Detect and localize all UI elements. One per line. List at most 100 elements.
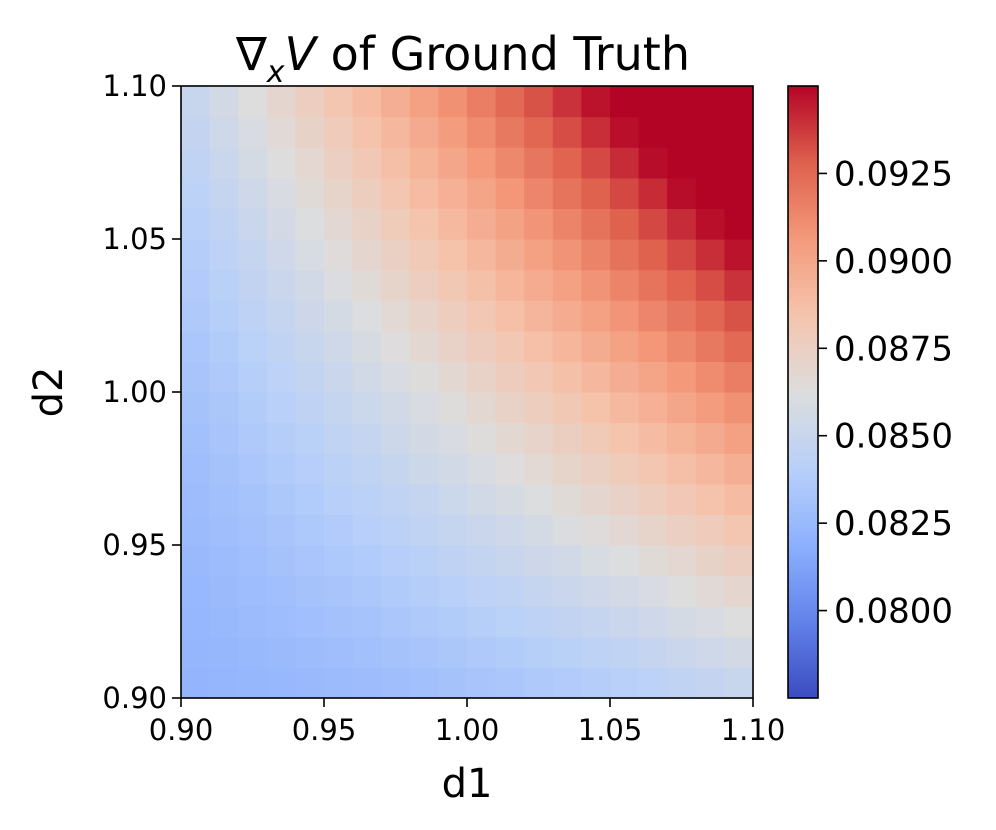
heatmap-cell bbox=[381, 239, 411, 271]
heatmap-cell bbox=[381, 177, 411, 209]
heatmap-cell bbox=[181, 392, 211, 424]
heatmap-cell bbox=[695, 453, 725, 485]
heatmap-cell bbox=[352, 514, 382, 546]
heatmap-cell bbox=[638, 177, 668, 209]
heatmap-cell bbox=[638, 514, 668, 546]
x-tick-label: 1.00 bbox=[435, 713, 500, 747]
heatmap-cell bbox=[724, 514, 754, 546]
heatmap-cell bbox=[209, 514, 239, 546]
heatmap-cell bbox=[352, 636, 382, 668]
heatmap-cell bbox=[552, 636, 582, 668]
heatmap-cell bbox=[667, 422, 697, 454]
heatmap-cell bbox=[324, 636, 354, 668]
heatmap-cell bbox=[438, 239, 468, 271]
heatmap-cell bbox=[638, 361, 668, 393]
heatmap-cell bbox=[324, 239, 354, 271]
heatmap-cell bbox=[524, 330, 554, 362]
heatmap-cell bbox=[209, 208, 239, 240]
heatmap-cell bbox=[266, 545, 296, 577]
heatmap-cell bbox=[638, 422, 668, 454]
y-tick-label: 0.95 bbox=[102, 528, 167, 562]
heatmap-cell bbox=[495, 147, 525, 179]
heatmap-cell bbox=[438, 606, 468, 638]
heatmap-cell bbox=[238, 177, 268, 209]
heatmap-cell bbox=[524, 147, 554, 179]
heatmap-cell bbox=[638, 392, 668, 424]
heatmap-cell bbox=[209, 177, 239, 209]
heatmap-cell bbox=[409, 483, 439, 515]
heatmap-cell bbox=[667, 116, 697, 148]
heatmap-cell bbox=[295, 300, 325, 332]
heatmap-cell bbox=[467, 177, 497, 209]
heatmap-cell bbox=[524, 361, 554, 393]
heatmap-cell bbox=[667, 514, 697, 546]
heatmap-cell bbox=[552, 147, 582, 179]
heatmap-cell bbox=[667, 239, 697, 271]
heatmap-cell bbox=[467, 147, 497, 179]
heatmap-cell bbox=[610, 330, 640, 362]
heatmap-cell bbox=[638, 330, 668, 362]
heatmap-cell bbox=[467, 361, 497, 393]
heatmap-cell bbox=[266, 575, 296, 607]
heatmap-cell bbox=[495, 361, 525, 393]
heatmap-cell bbox=[238, 330, 268, 362]
heatmap-cell bbox=[610, 392, 640, 424]
heatmap-cell bbox=[724, 177, 754, 209]
heatmap-cell bbox=[695, 361, 725, 393]
heatmap-cell bbox=[209, 300, 239, 332]
heatmap-cell bbox=[610, 300, 640, 332]
heatmap-cell bbox=[610, 514, 640, 546]
heatmap-cell bbox=[238, 606, 268, 638]
heatmap-cell bbox=[209, 483, 239, 515]
heatmap-cell bbox=[610, 361, 640, 393]
heatmap-cell bbox=[724, 392, 754, 424]
heatmap-cell bbox=[381, 330, 411, 362]
heatmap-cell bbox=[695, 147, 725, 179]
heatmap-cell bbox=[409, 177, 439, 209]
heatmap-cell bbox=[295, 330, 325, 362]
heatmap-cell bbox=[581, 116, 611, 148]
heatmap-cell bbox=[667, 147, 697, 179]
heatmap-cell bbox=[724, 300, 754, 332]
heatmap-cell bbox=[552, 330, 582, 362]
heatmap-cell bbox=[667, 269, 697, 301]
heatmap-cell bbox=[209, 392, 239, 424]
y-tick-label: 0.90 bbox=[102, 681, 167, 715]
heatmap-cell bbox=[495, 300, 525, 332]
heatmap-cell bbox=[695, 575, 725, 607]
heatmap-cell bbox=[524, 422, 554, 454]
heatmap-cell bbox=[266, 606, 296, 638]
heatmap-cell bbox=[695, 208, 725, 240]
title-text: of Ground Truth bbox=[316, 27, 690, 81]
heatmap-cell bbox=[181, 300, 211, 332]
heatmap-cell bbox=[724, 575, 754, 607]
heatmap-cell bbox=[695, 422, 725, 454]
heatmap-cell bbox=[266, 177, 296, 209]
heatmap-cell bbox=[352, 239, 382, 271]
heatmap-cell bbox=[467, 514, 497, 546]
heatmap-cell bbox=[581, 269, 611, 301]
chart-title: ∇xV of Ground Truth bbox=[235, 27, 690, 90]
colorbar-tick-label: 0.0875 bbox=[834, 329, 953, 369]
heatmap-cell bbox=[209, 667, 239, 699]
heatmap-cell bbox=[209, 330, 239, 362]
heatmap-cell bbox=[524, 483, 554, 515]
heatmap-cell bbox=[552, 269, 582, 301]
heatmap-cell bbox=[610, 239, 640, 271]
heatmap-cell bbox=[324, 177, 354, 209]
heatmap-cell bbox=[610, 269, 640, 301]
heatmap-cell bbox=[238, 300, 268, 332]
heatmap-cell bbox=[695, 667, 725, 699]
heatmap-cell bbox=[495, 453, 525, 485]
heatmap-cell bbox=[667, 330, 697, 362]
colorbar-tick-label: 0.0850 bbox=[834, 417, 953, 457]
heatmap-cell bbox=[610, 483, 640, 515]
heatmap-cell bbox=[238, 239, 268, 271]
heatmap-cell bbox=[524, 86, 554, 118]
heatmap-cell bbox=[638, 667, 668, 699]
heatmap-cell bbox=[552, 545, 582, 577]
heatmap-cell bbox=[238, 208, 268, 240]
heatmap-cell bbox=[409, 147, 439, 179]
heatmap-cell bbox=[581, 239, 611, 271]
heatmap-cell bbox=[610, 453, 640, 485]
